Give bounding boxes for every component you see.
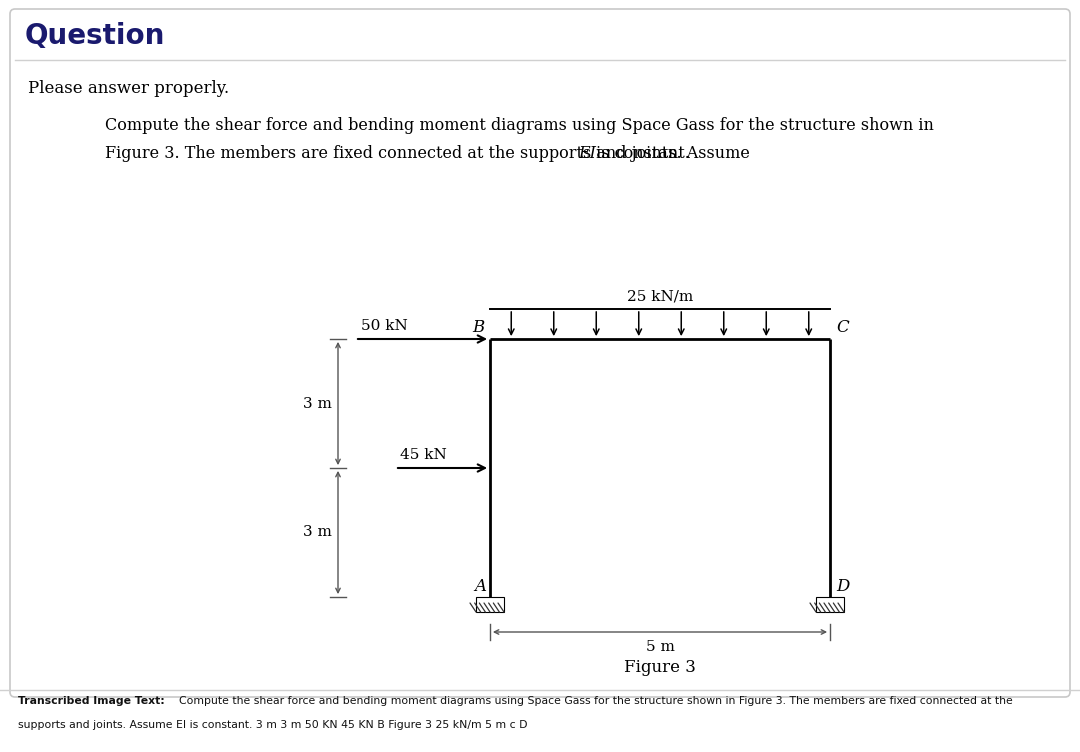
Text: Figure 3. The members are fixed connected at the supports and joints. Assume: Figure 3. The members are fixed connecte… — [105, 145, 755, 162]
Text: D: D — [836, 578, 849, 595]
Text: Compute the shear force and bending moment diagrams using Space Gass for the str: Compute the shear force and bending mome… — [172, 696, 1013, 706]
Text: B: B — [472, 319, 484, 336]
Text: Figure 3: Figure 3 — [624, 659, 696, 676]
Bar — [816, 597, 843, 612]
Text: Question: Question — [25, 22, 165, 50]
Text: 50 kN: 50 kN — [361, 319, 408, 333]
Text: C: C — [836, 319, 849, 336]
Text: A: A — [474, 578, 486, 595]
Text: 3 m: 3 m — [303, 526, 332, 539]
Text: Please answer properly.: Please answer properly. — [28, 80, 229, 97]
Text: 5 m: 5 m — [646, 640, 674, 654]
Text: Compute the shear force and bending moment diagrams using Space Gass for the str: Compute the shear force and bending mome… — [105, 117, 934, 134]
Text: EI: EI — [579, 145, 596, 162]
Text: 45 kN: 45 kN — [400, 448, 447, 462]
Bar — [476, 597, 504, 612]
Text: is constant.: is constant. — [591, 145, 690, 162]
Text: supports and joints. Assume EI is constant. 3 m 3 m 50 KN 45 KN B Figure 3 25 kN: supports and joints. Assume EI is consta… — [18, 720, 527, 730]
Text: Transcribed Image Text:: Transcribed Image Text: — [18, 696, 165, 706]
Text: 25 kN/m: 25 kN/m — [626, 289, 693, 303]
Text: 3 m: 3 m — [303, 396, 332, 411]
